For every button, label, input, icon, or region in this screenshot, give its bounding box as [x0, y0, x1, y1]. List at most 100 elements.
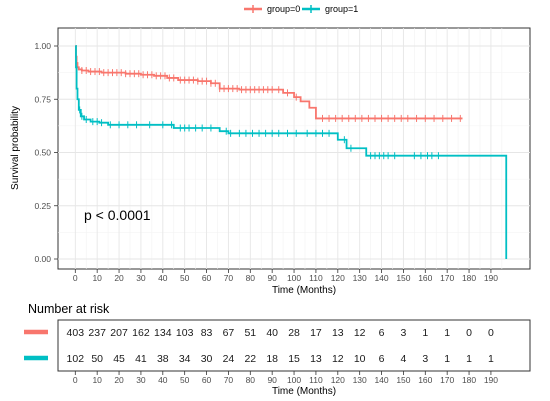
- survival-curve-group1: [75, 45, 508, 259]
- legend-label-group1: group=1: [325, 4, 358, 14]
- legend-label-group0: group=0: [267, 4, 300, 14]
- x-axis-ticks: 0 10 20 30 40 50 60 70 80 90 100 110 120 130 140 150 160…: [73, 269, 498, 283]
- risk-count-group1: 1: [466, 353, 472, 365]
- x-tick-label: 0: [73, 273, 78, 283]
- risk-count-group1: 38: [157, 353, 169, 365]
- x-tick-label: 190: [484, 273, 498, 283]
- risk-count-group1: 15: [288, 353, 300, 365]
- risk-table-x-ticks: 0 10 20 30 40 50 60 70 80 90 100 110 120 130 140 150 160…: [73, 371, 498, 385]
- risk-count-group0: 6: [379, 327, 385, 339]
- y-tick-label: 0.00: [34, 254, 51, 264]
- risk-count-group1: 45: [113, 353, 125, 365]
- x-tick-label: 50: [180, 273, 190, 283]
- risk-count-group1: 41: [135, 353, 147, 365]
- risk-count-group1: 3: [422, 353, 428, 365]
- risk-count-group0: 134: [154, 327, 172, 339]
- x-tick-label: 120: [331, 375, 345, 385]
- risk-count-group0: 12: [354, 327, 366, 339]
- x-tick-label: 140: [374, 375, 388, 385]
- risk-count-group0: 1: [444, 327, 450, 339]
- x-tick-label: 70: [224, 273, 234, 283]
- legend-entry-group1: group=1: [302, 4, 358, 14]
- x-tick-label: 80: [246, 273, 256, 283]
- risk-count-group1: 102: [67, 353, 85, 365]
- risk-count-group1: 34: [179, 353, 191, 365]
- risk-count-group0: 51: [244, 327, 256, 339]
- risk-count-group1: 1: [444, 353, 450, 365]
- risk-count-group1: 50: [91, 353, 103, 365]
- risk-count-group0: 162: [132, 327, 150, 339]
- risk-count-group0: 17: [310, 327, 322, 339]
- x-tick-label: 130: [353, 273, 367, 283]
- p-value-annotation: p < 0.0001: [84, 207, 151, 223]
- risk-count-group0: 1: [422, 327, 428, 339]
- x-tick-label: 160: [418, 375, 432, 385]
- x-tick-label: 120: [331, 273, 345, 283]
- risk-count-group1: 1: [488, 353, 494, 365]
- x-tick-label: 60: [202, 375, 212, 385]
- risk-count-group0: 403: [67, 327, 85, 339]
- x-tick-label: 50: [180, 375, 190, 385]
- x-tick-label: 100: [287, 375, 301, 385]
- risk-count-group1: 10: [354, 353, 366, 365]
- x-tick-label: 180: [462, 375, 476, 385]
- x-tick-label: 60: [202, 273, 212, 283]
- y-tick-label: 1.00: [34, 41, 51, 51]
- x-tick-label: 150: [396, 273, 410, 283]
- x-tick-label: 90: [267, 375, 277, 385]
- x-tick-label: 40: [158, 375, 168, 385]
- risk-count-group0: 28: [288, 327, 300, 339]
- x-tick-label: 100: [287, 273, 301, 283]
- risk-table-panel: [57, 319, 531, 372]
- x-axis-title: Time (Months): [272, 285, 336, 296]
- x-tick-label: 30: [136, 375, 146, 385]
- risk-count-group0: 67: [223, 327, 235, 339]
- y-axis-title: Survival probability: [10, 106, 21, 190]
- legend-entry-group0: group=0: [244, 4, 300, 14]
- x-tick-label: 170: [440, 375, 454, 385]
- y-tick-label: 0.75: [34, 94, 51, 104]
- risk-count-group0: 83: [201, 327, 213, 339]
- x-tick-label: 20: [114, 273, 124, 283]
- x-tick-label: 40: [158, 273, 168, 283]
- x-tick-label: 10: [92, 273, 102, 283]
- risk-table-title: Number at risk: [28, 302, 110, 316]
- risk-count-group1: 4: [401, 353, 407, 365]
- risk-count-group0: 13: [332, 327, 344, 339]
- x-tick-label: 0: [73, 375, 78, 385]
- y-axis-ticks: 0.00 0.25 0.50 0.75 1.00: [34, 41, 58, 264]
- risk-count-group0: 40: [266, 327, 278, 339]
- x-tick-label: 180: [462, 273, 476, 283]
- risk-table-x-title: Time (Months): [272, 386, 336, 397]
- x-tick-label: 10: [92, 375, 102, 385]
- survival-curves: [75, 45, 508, 259]
- risk-count-group1: 6: [379, 353, 385, 365]
- risk-count-group0: 207: [110, 327, 128, 339]
- risk-count-group1: 18: [266, 353, 278, 365]
- risk-count-group0: 103: [176, 327, 194, 339]
- x-tick-label: 110: [309, 375, 323, 385]
- risk-count-group1: 12: [332, 353, 344, 365]
- x-tick-label: 90: [267, 273, 277, 283]
- risk-count-group1: 24: [223, 353, 235, 365]
- legend: group=0 group=1: [244, 4, 358, 14]
- risk-count-group0: 0: [488, 327, 494, 339]
- risk-count-group0: 3: [401, 327, 407, 339]
- risk-count-group1: 22: [244, 353, 256, 365]
- x-tick-label: 30: [136, 273, 146, 283]
- x-tick-label: 150: [396, 375, 410, 385]
- risk-count-group1: 30: [201, 353, 213, 365]
- risk-count-group0: 0: [466, 327, 472, 339]
- x-tick-label: 70: [224, 375, 234, 385]
- x-tick-label: 170: [440, 273, 454, 283]
- x-tick-label: 20: [114, 375, 124, 385]
- x-tick-label: 140: [374, 273, 388, 283]
- y-tick-label: 0.50: [34, 148, 51, 158]
- x-tick-label: 110: [309, 273, 323, 283]
- x-tick-label: 160: [418, 273, 432, 283]
- x-tick-label: 190: [484, 375, 498, 385]
- risk-table: 403 237 207 162 134 103 83 67 51 40 28 17 13 12 6 3 1 1 0 0…: [24, 327, 494, 365]
- y-tick-label: 0.25: [34, 201, 51, 211]
- x-tick-label: 80: [246, 375, 256, 385]
